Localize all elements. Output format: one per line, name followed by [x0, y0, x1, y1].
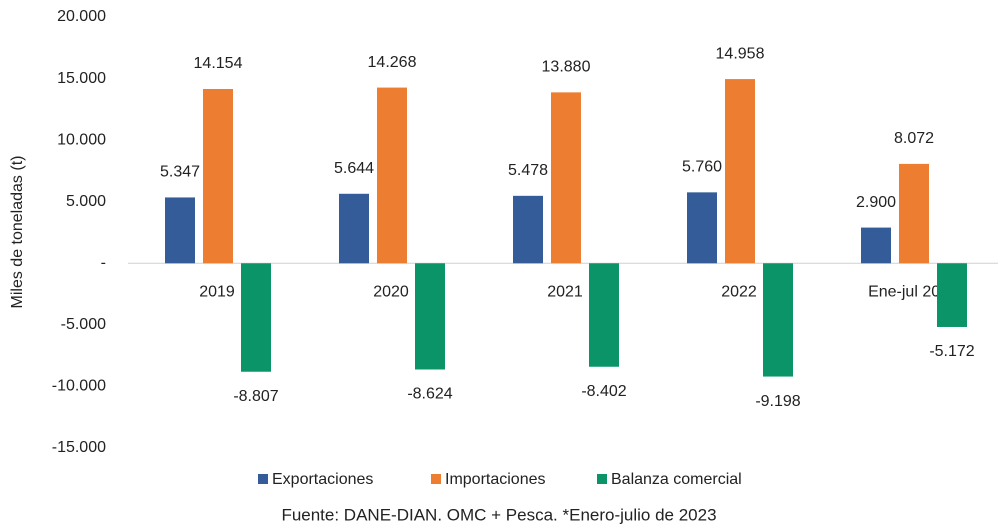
legend-label: Exportaciones — [272, 471, 373, 488]
legend-swatch — [597, 474, 607, 484]
data-label: 2.900 — [856, 194, 896, 211]
bar — [415, 263, 445, 370]
y-tick-label: 15.000 — [57, 70, 106, 87]
bar — [937, 263, 967, 327]
bar — [899, 163, 929, 264]
x-tick-label: 2021 — [547, 284, 583, 301]
bar — [687, 192, 717, 264]
y-tick-label: 20.000 — [57, 8, 106, 25]
x-tick-label: Ene-jul 2023 — [868, 284, 958, 301]
bar — [339, 193, 369, 264]
data-label: -5.172 — [929, 343, 974, 360]
data-label: 14.154 — [194, 55, 243, 72]
bar — [513, 195, 543, 264]
y-tick-label: - — [101, 255, 106, 272]
x-tick-label: 2020 — [373, 284, 409, 301]
data-label: -8.624 — [407, 386, 452, 403]
y-tick-label: -10.000 — [52, 378, 106, 395]
data-label: 5.644 — [334, 160, 374, 177]
legend-label: Importaciones — [445, 471, 546, 488]
legend-swatch — [258, 474, 268, 484]
bar — [861, 227, 891, 264]
y-axis-title: Miles de toneladas (t) — [9, 156, 26, 309]
source-note: Fuente: DANE-DIAN. OMC + Pesca. *Enero-j… — [281, 505, 716, 524]
data-label: 5.760 — [682, 159, 722, 176]
data-label: 14.268 — [368, 54, 417, 71]
data-label: -8.807 — [233, 388, 278, 405]
legend-swatch — [431, 474, 441, 484]
y-tick-label: -15.000 — [52, 439, 106, 456]
bar — [589, 263, 619, 367]
y-tick-label: 5.000 — [66, 193, 106, 210]
x-tick-label: 2019 — [199, 284, 235, 301]
data-label: -9.198 — [755, 393, 800, 410]
legend-label: Balanza comercial — [611, 471, 742, 488]
data-label: 8.072 — [894, 130, 934, 147]
bar — [551, 92, 581, 264]
bar — [241, 263, 271, 372]
data-label: -8.402 — [581, 383, 626, 400]
bar — [725, 79, 755, 264]
data-label: 13.880 — [542, 59, 591, 76]
y-tick-label: 10.000 — [57, 131, 106, 148]
y-tick-label: -5.000 — [61, 316, 106, 333]
bar — [165, 197, 195, 264]
data-label: 14.958 — [716, 45, 765, 62]
data-label: 5.347 — [160, 164, 200, 181]
data-label: 5.478 — [508, 162, 548, 179]
x-tick-label: 2022 — [721, 284, 757, 301]
bar — [377, 87, 407, 264]
bar — [203, 88, 233, 264]
bar — [763, 263, 793, 377]
